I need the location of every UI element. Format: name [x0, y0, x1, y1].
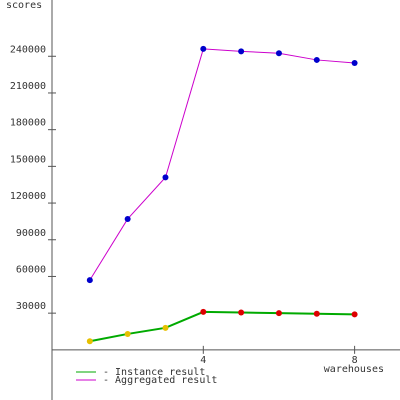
data-point — [200, 308, 207, 315]
x-tick-label: 4 — [200, 355, 206, 366]
legend-label: - Instance result — [103, 367, 205, 378]
y-axis-title: scores — [6, 0, 42, 11]
y-tick-label: 210000 — [10, 81, 46, 92]
data-point — [162, 324, 169, 331]
data-point — [351, 311, 358, 318]
y-tick-label: 60000 — [16, 264, 46, 275]
y-tick-label: 90000 — [16, 228, 46, 239]
x-axis-title: warehouses — [324, 364, 384, 375]
y-tick-label: 180000 — [10, 118, 46, 129]
data-point — [275, 310, 282, 317]
data-point — [351, 59, 358, 66]
data-point — [238, 48, 245, 55]
y-tick-label: 120000 — [10, 191, 46, 202]
data-point — [86, 277, 93, 284]
data-point — [124, 215, 131, 222]
data-point — [238, 309, 245, 316]
data-point — [313, 56, 320, 63]
data-point — [124, 330, 131, 337]
series-line — [89, 310, 355, 343]
data-point — [275, 50, 282, 57]
y-tick-label: 30000 — [16, 301, 46, 312]
series-line — [89, 48, 355, 281]
y-tick-label: 240000 — [10, 44, 46, 55]
data-point — [162, 174, 169, 181]
data-point — [86, 338, 93, 345]
legend-label: - Aggregated result — [103, 375, 217, 386]
data-point — [200, 45, 207, 52]
data-point — [313, 310, 320, 317]
y-tick-label: 150000 — [10, 154, 46, 165]
x-tick-label: 8 — [352, 355, 358, 366]
